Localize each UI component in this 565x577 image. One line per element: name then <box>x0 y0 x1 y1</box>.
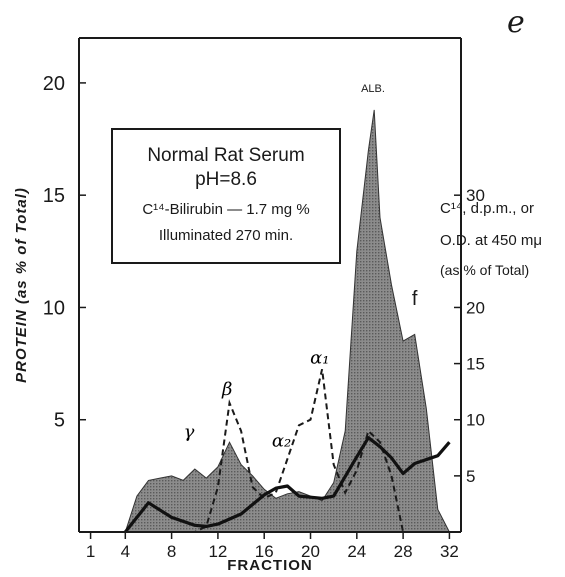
info-box <box>111 128 341 264</box>
info-box-ph: pH=8.6 <box>195 169 257 190</box>
info-box-title: Normal Rat Serum <box>147 145 304 166</box>
x-axis-title: FRACTION <box>227 557 313 574</box>
peak-label: β <box>221 379 232 400</box>
y-tick-label: 20 <box>43 73 65 95</box>
x-tick-label: 8 <box>167 542 176 561</box>
y2-tick-label: 5 <box>466 467 475 486</box>
peak-label: α₁ <box>310 348 329 369</box>
x-tick-label: 4 <box>121 542 130 561</box>
peak-label: γ <box>184 422 195 443</box>
peak-label: ALB. <box>361 83 385 95</box>
x-tick-label: 20 <box>301 542 320 561</box>
y-axis-title: PROTEIN (as % of Total) <box>13 187 30 383</box>
od-dashed-line <box>90 368 405 533</box>
peak-label: α₂ <box>272 431 291 452</box>
y2-tick-label: 15 <box>466 355 485 374</box>
x-tick-label: 24 <box>347 542 366 561</box>
panel-letter: e <box>507 5 525 40</box>
y-tick-label: 15 <box>43 185 65 207</box>
y2-axis-title-line-2: O.D. at 450 mμ <box>440 232 542 249</box>
peak-label: f <box>412 288 418 310</box>
protein-area <box>124 109 450 533</box>
y2-axis-title-line-3: (as % of Total) <box>440 262 529 278</box>
y2-tick-label: 10 <box>466 411 485 430</box>
info-box-bilirubin: C¹⁴-Bilirubin — 1.7 mg % <box>142 201 309 218</box>
x-tick-label: 1 <box>86 542 95 561</box>
y2-tick-label: 20 <box>466 298 485 317</box>
info-box-illuminated: Illuminated 270 min. <box>159 227 293 244</box>
c14-solid-line <box>124 436 451 533</box>
y2-axis-title-line-1: C¹⁴, d.p.m., or <box>440 200 534 217</box>
x-tick-label: 12 <box>208 542 227 561</box>
y-tick-label: 5 <box>54 410 65 432</box>
x-tick-label: 32 <box>440 542 459 561</box>
x-tick-label: 16 <box>255 542 274 561</box>
x-tick-label: 28 <box>394 542 413 561</box>
y-tick-label: 10 <box>43 297 65 319</box>
y2-tick-label: 30 <box>466 186 485 205</box>
